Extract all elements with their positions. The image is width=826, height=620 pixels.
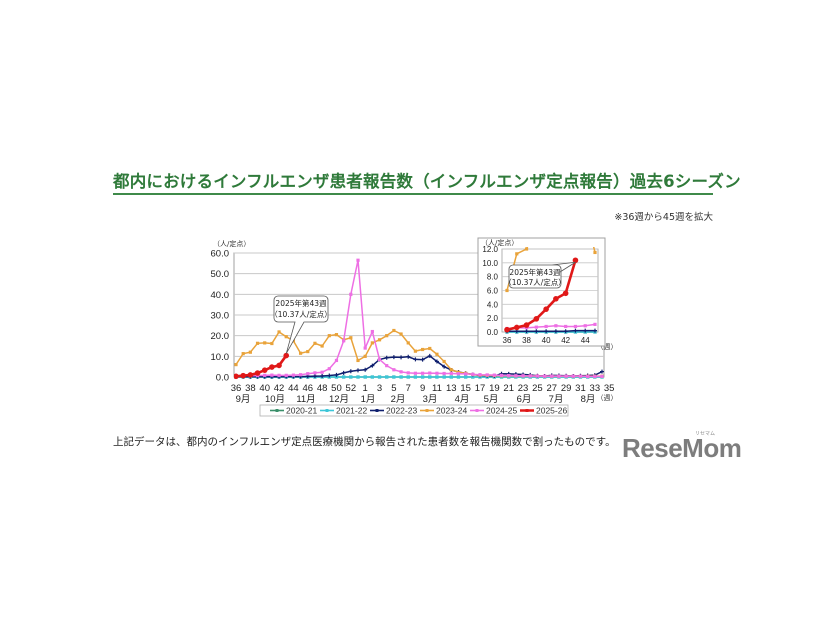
x-tick-label: 31: [575, 383, 586, 394]
x-month-label: 10月: [265, 394, 285, 405]
svg-text:2022-23: 2022-23: [386, 406, 417, 416]
inset-y-tick-label: 12.0: [482, 245, 498, 254]
svg-text:2023-24: 2023-24: [436, 406, 467, 416]
x-tick-label: 19: [489, 383, 500, 394]
legend-item-2022-23: 2022-23: [370, 406, 417, 416]
x-tick-label: 52: [346, 383, 357, 394]
resemom-logo: ReseMom: [622, 433, 742, 463]
data-caption: 上記データは、都内のインフルエンザ定点医療機関から報告された患者数を報告機関数で…: [113, 436, 616, 448]
y-tick-label: 20.0: [211, 331, 230, 342]
x-tick-label: 48: [317, 383, 328, 394]
inset-y-tick-label: 0.0: [487, 328, 499, 337]
inset-y-axis-unit: （人/定点）: [481, 238, 518, 247]
x-month-label: 7月: [549, 394, 564, 405]
x-axis-unit: （週）: [597, 393, 618, 402]
callout-inset: [508, 261, 576, 289]
x-month-label: 4月: [455, 394, 470, 405]
x-tick-label: 13: [446, 383, 457, 394]
x-tick-label: 5: [391, 383, 396, 394]
callout-main-line1: 2025年第43週: [275, 298, 327, 308]
x-tick-label: 21: [503, 383, 514, 394]
legend-item-2025-26: 2025-26: [520, 406, 567, 416]
x-tick-label: 33: [590, 383, 601, 394]
x-tick-label: 23: [518, 383, 529, 394]
x-tick-label: 7: [406, 383, 411, 394]
legend-item-2020-21: 2020-21: [270, 406, 317, 416]
x-tick-label: 46: [302, 383, 313, 394]
inset-x-tick-label: 44: [581, 336, 590, 345]
x-month-label: 11月: [296, 394, 315, 405]
x-tick-label: 40: [259, 383, 270, 394]
y-tick-label: 40.0: [211, 290, 230, 301]
svg-text:2021-22: 2021-22: [336, 406, 367, 416]
x-tick-label: 11: [432, 383, 442, 394]
y-tick-label: 0.0: [216, 373, 229, 384]
y-tick-label: 30.0: [211, 311, 230, 322]
x-tick-label: 17: [475, 383, 486, 394]
x-month-label: 3月: [423, 394, 438, 405]
title-divider: [113, 193, 713, 195]
callout-main: [273, 295, 329, 354]
inset-x-tick-label: 38: [522, 336, 531, 345]
y-axis-unit: （人/定点）: [213, 239, 250, 248]
series-2024-25: [234, 258, 604, 378]
x-month-label: 9月: [236, 394, 251, 405]
legend-item-2021-22: 2021-22: [320, 406, 367, 416]
x-tick-label: 36: [231, 383, 242, 394]
inset-y-tick-label: 4.0: [487, 300, 499, 309]
svg-text:2020-21: 2020-21: [286, 406, 317, 416]
y-tick-label: 10.0: [211, 352, 230, 363]
x-tick-label: 44: [288, 383, 299, 394]
x-tick-label: 29: [561, 383, 572, 394]
x-month-label: 1月: [361, 394, 376, 405]
inset-y-tick-label: 10.0: [482, 259, 498, 268]
inset-x-tick-label: 42: [561, 336, 570, 345]
inset-y-tick-label: 8.0: [487, 273, 499, 282]
callout-inset-line2: （10.37人/定点）: [504, 277, 566, 287]
legend-item-2023-24: 2023-24: [420, 406, 467, 416]
y-tick-label: 50.0: [211, 269, 230, 280]
zoom-note: ※36週から45週を拡大: [614, 212, 713, 223]
x-tick-label: 27: [546, 383, 557, 394]
x-tick-label: 15: [460, 383, 471, 394]
x-tick-label: 38: [245, 383, 256, 394]
legend: 2020-21 2021-22 2022-23 2023-24 2024-25 2025-…: [259, 404, 569, 417]
logo-ruby: リセマム: [695, 431, 716, 437]
x-month-label: 5月: [484, 394, 499, 405]
callout-main-line2: （10.37人/定点）: [270, 309, 332, 319]
inset-x-tick-label: 40: [542, 336, 551, 345]
inset-x-tick-label: 36: [503, 336, 512, 345]
series-2025-26: [504, 257, 579, 333]
x-month-label: 6月: [517, 394, 532, 405]
x-month-label: 12月: [329, 394, 349, 405]
x-tick-label: 35: [604, 383, 615, 394]
page-title: 都内におけるインフルエンザ患者報告数（インフルエンザ定点報告）過去6シーズン: [113, 172, 741, 191]
series-2023-24: [505, 247, 597, 293]
callout-inset-line1: 2025年第43週: [509, 267, 561, 277]
legend-item-2024-25: 2024-25: [470, 406, 517, 416]
inset-y-tick-label: 2.0: [487, 314, 499, 323]
svg-text:2025-26: 2025-26: [536, 406, 567, 416]
x-tick-label: 3: [377, 383, 382, 394]
y-tick-label: 60.0: [211, 249, 230, 260]
series-2022-23: [505, 328, 597, 334]
x-tick-label: 1: [363, 383, 368, 394]
x-month-label: 2月: [391, 394, 406, 405]
series-2025-26: [234, 352, 290, 380]
svg-text:2024-25: 2024-25: [486, 406, 517, 416]
x-axis-unit-top: （週）: [597, 342, 618, 351]
inset-y-tick-label: 6.0: [487, 287, 499, 296]
x-tick-label: 9: [420, 383, 425, 394]
x-tick-label: 50: [331, 383, 342, 394]
x-tick-label: 42: [274, 383, 285, 394]
x-month-label: 8月: [581, 394, 596, 405]
x-tick-label: 25: [532, 383, 543, 394]
